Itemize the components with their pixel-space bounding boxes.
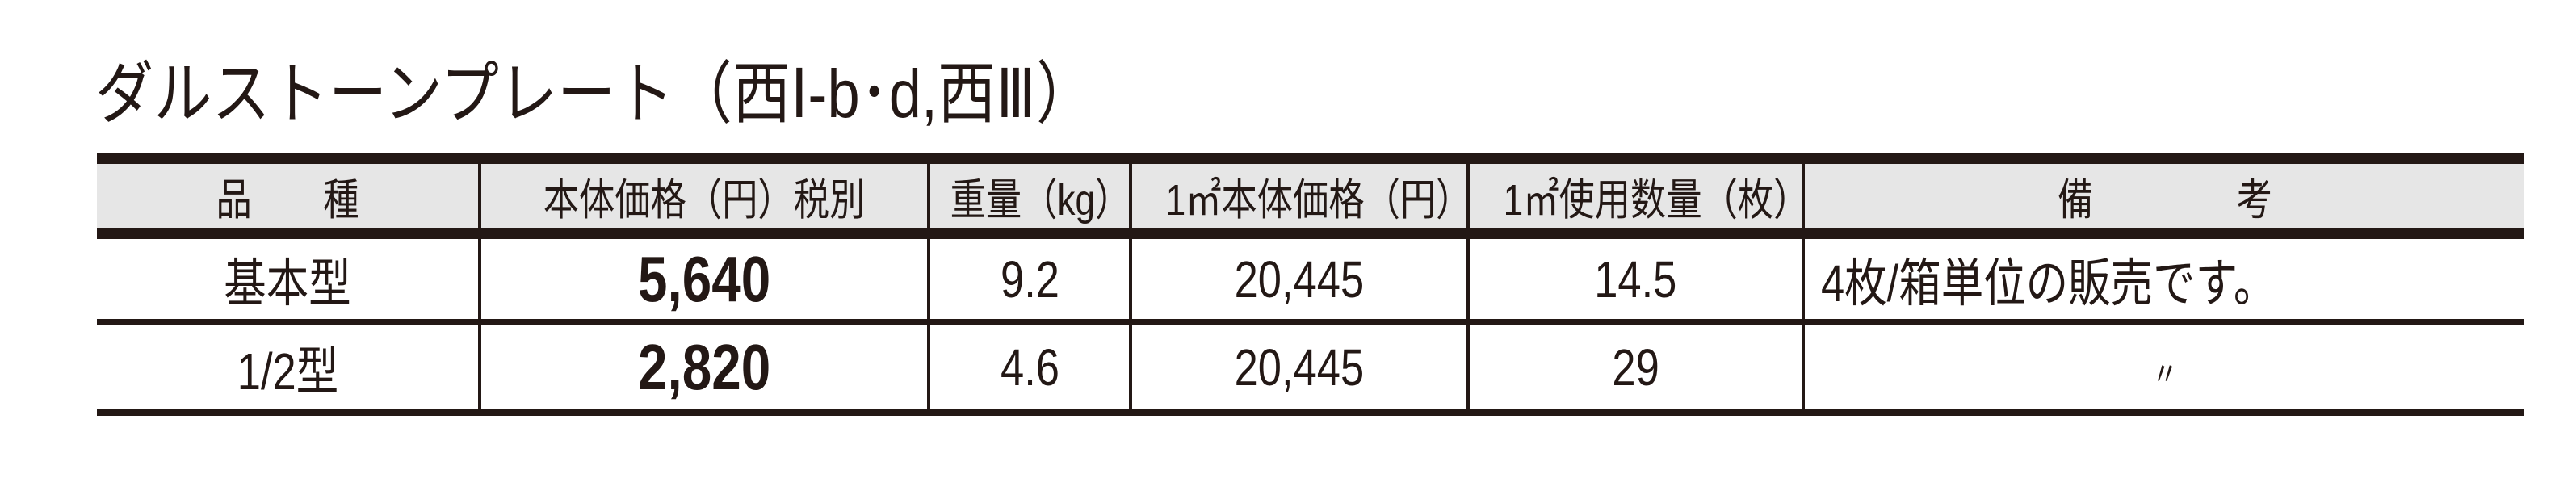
header-price: 本体価格（円）税別 — [478, 153, 929, 239]
header-remarks: 備 考 — [1802, 153, 2524, 239]
table-header-row: 品 種 本体価格（円）税別 重量（kg） 1㎡本体価格（円） 1㎡使用数量（枚）… — [97, 153, 2524, 239]
cell-price-per-sqm: 20,445 — [1129, 322, 1468, 416]
cell-price: 5,640 — [478, 233, 929, 325]
cell-price: 2,820 — [478, 322, 929, 416]
table-row: 1/2型 2,820 4.6 20,445 29 〃 — [97, 322, 2524, 416]
price-table: 品 種 本体価格（円）税別 重量（kg） 1㎡本体価格（円） 1㎡使用数量（枚）… — [97, 153, 2524, 416]
cell-weight: 9.2 — [927, 233, 1131, 325]
cell-remarks: 4枚/箱単位の販売です。 — [1802, 233, 2524, 325]
header-product-type: 品 種 — [97, 153, 480, 239]
page-title: ダルストーンプレート（西Ⅰ-b･d,西Ⅲ） — [95, 56, 1095, 132]
table-row: 基本型 5,640 9.2 20,445 14.5 4枚/箱単位の販売です。 — [97, 233, 2524, 325]
header-price-per-sqm: 1㎡本体価格（円） — [1129, 153, 1471, 239]
cell-product-type: 1/2型 — [97, 322, 480, 416]
cell-quantity-per-sqm: 29 — [1466, 322, 1803, 416]
cell-price-per-sqm: 20,445 — [1129, 233, 1468, 325]
cell-quantity-per-sqm: 14.5 — [1466, 233, 1803, 325]
cell-product-type: 基本型 — [97, 233, 480, 325]
header-quantity-per-sqm: 1㎡使用数量（枚） — [1466, 153, 1809, 239]
cell-weight: 4.6 — [927, 322, 1131, 416]
header-weight: 重量（kg） — [927, 153, 1131, 239]
cell-remarks: 〃 — [1802, 322, 2524, 416]
